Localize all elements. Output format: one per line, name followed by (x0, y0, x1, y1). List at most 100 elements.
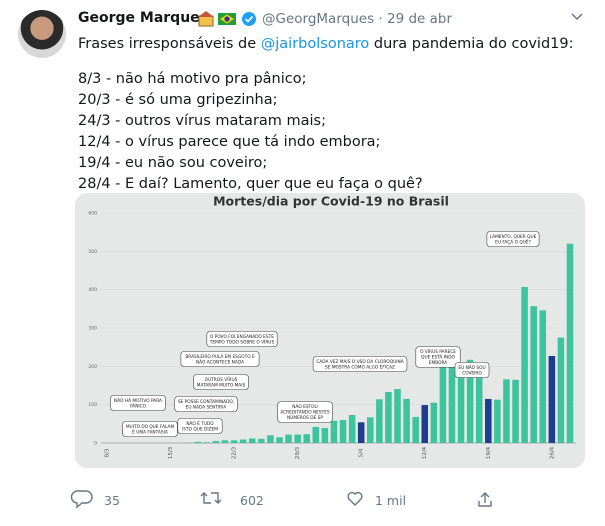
chart-title: Mortes/dia por Covid-19 no Brasil (213, 194, 449, 209)
handle[interactable]: @GeorgMarques (262, 11, 375, 27)
quote-line: 28/4 - E daí? Lamento, quer que eu faça … (78, 176, 423, 192)
annotation-text: OUTROS VÍRUS (205, 376, 238, 383)
bar (357, 422, 365, 443)
annotation-text: ISTO QUE DIZEM (182, 426, 218, 432)
y-tick-label: 300 (88, 326, 97, 332)
avatar[interactable] (18, 10, 66, 58)
bar (321, 428, 329, 443)
annotation-text: COVEIRO (462, 370, 482, 376)
bar (566, 243, 574, 443)
annotation-text: SE POSSE CONTAMINADO, (178, 399, 234, 405)
bar (239, 439, 247, 443)
annotation-text: NÃO HÁ MOTIVO PARA (114, 397, 162, 404)
menu-chevron[interactable] (570, 12, 584, 22)
annotation-box (180, 351, 260, 367)
quote-lines: 8/3 - não há motivo pra pânico; 20/3 - é … (78, 69, 574, 195)
like-icon[interactable] (347, 491, 363, 506)
chevron[interactable] (571, 13, 583, 21)
bar (376, 399, 383, 443)
bar (457, 370, 465, 443)
annotation-text: O VÍRUS PARECE (420, 348, 456, 355)
annotation-text: ACREDITANDO NESTES (280, 410, 330, 416)
bar (294, 434, 301, 443)
action-icons (70, 490, 492, 509)
bar (539, 310, 547, 443)
mention[interactable]: @jairbolsonaro (260, 36, 370, 52)
bar (221, 440, 229, 443)
bar (494, 399, 501, 443)
bar (212, 441, 220, 443)
bar (248, 438, 256, 443)
annotation-box (122, 421, 178, 437)
x-tick-label: 19/4 (486, 446, 492, 459)
flag-circle (224, 16, 230, 22)
quote-line: 12/4 - o vírus parece que tá indo embora… (78, 134, 381, 150)
annotation-text: EU NÃO SOU (458, 364, 485, 371)
verified-check (244, 15, 254, 23)
verified-badge (242, 12, 256, 26)
author-name[interactable]: George Marques (78, 10, 208, 26)
bar (230, 440, 238, 443)
annotation-text: NÚMEROS DE SP (287, 414, 323, 421)
annotation-text: PÂNICO (130, 402, 147, 409)
bar (267, 435, 274, 443)
quote-line: 20/3 - é só uma gripezinha; (78, 92, 278, 108)
bar (258, 438, 265, 443)
reply-count[interactable]: 35 (104, 493, 120, 508)
y-tick-label: 100 (88, 402, 97, 408)
y-tick-label: 500 (88, 249, 97, 255)
intro-before: Frases irresponsáveis de (78, 36, 261, 52)
annotation-text: BRASILEIRO PULA EM ESGOTO E (185, 354, 255, 360)
bar (348, 415, 356, 443)
annotation-text: NÃO ACONTECE NADA (196, 358, 244, 365)
date[interactable]: 29 de abr (387, 11, 453, 27)
annotation-text: EU NADA SENTIRIA (186, 404, 227, 410)
annotation-text: NÃO É TUDO (186, 419, 214, 427)
bar (503, 379, 510, 443)
x-tick-label: 26/4 (549, 446, 555, 459)
annotation-text: NÃO ESTOU (292, 403, 317, 410)
x-tick-label: 5/4 (359, 448, 365, 457)
bar (394, 388, 401, 443)
like-count[interactable]: 1 mil (375, 493, 407, 508)
chart-image[interactable]: Mortes/dia por Covid-19 no Brasil 0 100 20… (75, 193, 585, 468)
share-icon[interactable] (478, 492, 492, 507)
bar (312, 426, 320, 443)
annotation-text: MUITO DO QUE FALAM (126, 424, 175, 430)
annotation-text: TEMPO TODO SOBRE O VÍRUS (209, 338, 275, 345)
bar (466, 359, 474, 443)
annotation-box (277, 401, 333, 423)
annotation-box (110, 395, 166, 411)
bar (303, 434, 310, 443)
author[interactable]: George Marques (78, 10, 208, 26)
annotation-box (486, 231, 540, 247)
x-tick-label: 15/3 (168, 446, 174, 459)
bar (448, 364, 456, 443)
annotation-box (312, 356, 408, 372)
bar (412, 416, 419, 443)
spacer (78, 55, 574, 69)
bar (430, 402, 438, 443)
bar (203, 442, 211, 443)
retweet-count[interactable]: 602 (240, 493, 264, 508)
tweet-body: Frases irresponsáveis de @jairbolsonaro … (78, 34, 574, 195)
reply-icon[interactable] (70, 490, 93, 509)
tweet-meta: @GeorgMarques · 29 de abr (262, 11, 452, 27)
annotation-text: CADA VEZ MAIS O USO DA CLOROQUINA (316, 359, 403, 365)
y-tick-label: 0 (94, 441, 97, 447)
x-tick-label: 29/3 (295, 446, 301, 459)
intro-after: dura pandemia do covid19: (369, 36, 574, 52)
annotation-text: O POVO FOI ENGANADO ESTE (210, 334, 274, 340)
annotation-box (177, 418, 223, 434)
annotation-box (174, 396, 238, 412)
x-tick-label: 12/4 (422, 446, 428, 459)
retweet-icon[interactable] (200, 492, 222, 504)
annotation-text: EU FAÇA O QUÊ? (495, 237, 531, 245)
bar (530, 306, 537, 443)
